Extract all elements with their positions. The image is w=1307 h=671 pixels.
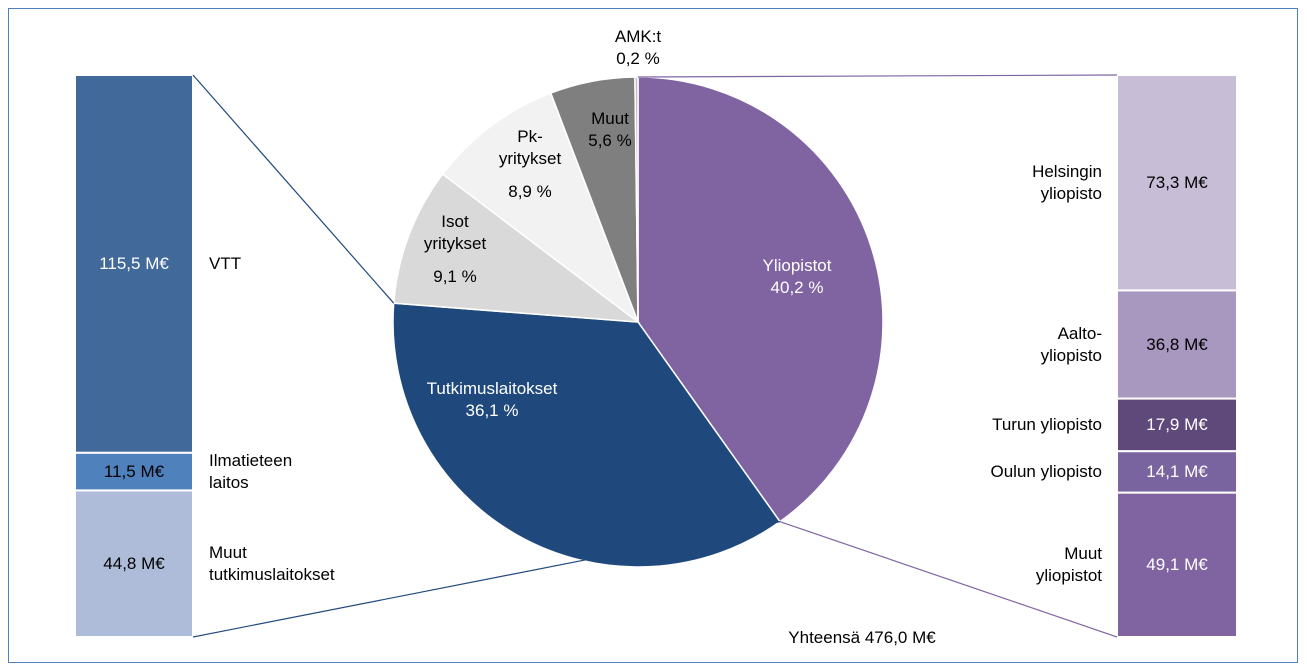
pie-slice [392,173,641,323]
bar-segment [1116,289,1238,400]
connector-line [637,74,1118,78]
bar-segment [1116,397,1238,453]
slice-label: Pk- yritykset [498,126,562,168]
slice-label: Muut [591,108,629,128]
bar-segment [74,74,194,454]
bar-category-label: Helsingin yliopisto [1032,161,1102,203]
annotation: Yhteensä 476,0 M€ [788,627,936,647]
bar-segment [1116,491,1238,638]
bar-value-label: 44,8 M€ [103,553,165,573]
bar-category-label: Oulun yliopisto [990,461,1102,481]
connector-line [192,74,395,304]
bar-value-label: 49,1 M€ [1146,554,1208,574]
bar-category-label: Aalto- yliopisto [1040,323,1102,365]
bar-category-label: Ilmatieteen laitos [209,450,293,492]
bar-category-label: Turun yliopisto [992,414,1102,434]
bar-value-label: 14,1 M€ [1146,461,1208,481]
bar-category-label: Muut tutkimuslaitokset [209,542,335,584]
bar-category-label: VTT [209,253,242,273]
pie-slice [392,302,782,568]
bar-value-label: 73,3 M€ [1146,172,1208,192]
bar-category-label: Muut yliopistot [1035,543,1102,585]
slice-value-label: 8,9 % [508,181,552,201]
slice-label: Isot yritykset [423,211,487,253]
bar-value-label: 115,5 M€ [99,253,169,273]
pie-slice [637,76,884,523]
connector-line [779,521,1118,638]
slice-label: Yliopistot [762,255,832,275]
slice-value-label: 9,1 % [433,266,477,286]
bar-value-label: 11,5 M€ [103,461,165,481]
slice-value-label: 0,2 % [616,48,660,68]
bar-segment [1116,74,1238,292]
pie-slice [441,92,640,325]
slice-value-label: 40,2 % [770,277,824,297]
bar-value-label: 36,8 M€ [1146,334,1208,354]
bar-segment [74,489,194,638]
frame [8,8,1298,663]
pie-slice [634,76,639,323]
slice-value-label: 36,1 % [465,400,519,420]
slice-value-label: 5,6 % [588,130,632,150]
connector-line [192,521,781,638]
bar-segment [1116,450,1238,494]
slice-label: AMK:t [614,26,662,46]
bar-segment [74,451,194,492]
slice-label: Tutkimuslaitokset [426,378,558,398]
bar-value-label: 17,9 M€ [1146,414,1208,434]
